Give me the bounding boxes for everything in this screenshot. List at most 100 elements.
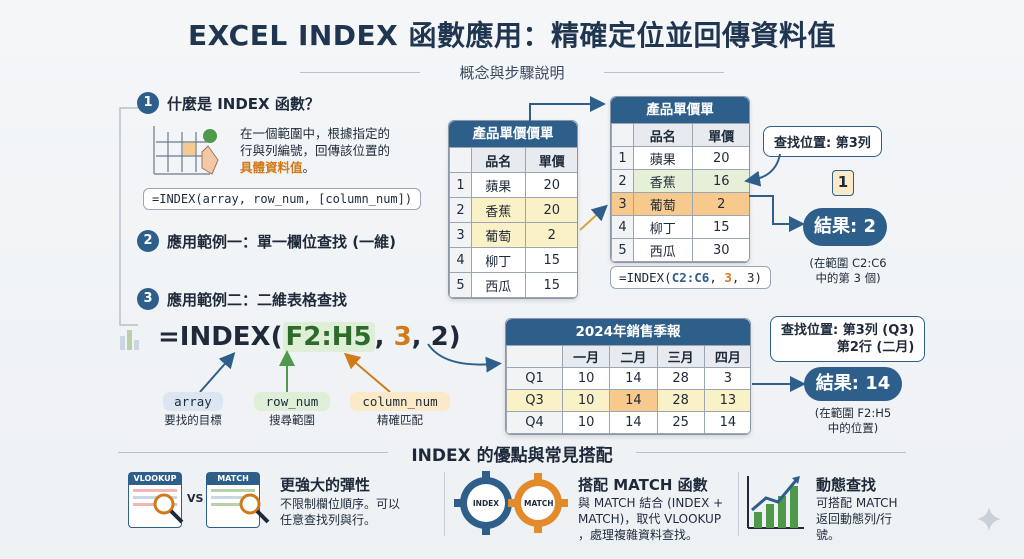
table-1-header-name: 品名 — [471, 147, 526, 173]
benefit-1-title: 更強大的彈性 — [280, 476, 371, 494]
sparkle-icon — [977, 507, 1001, 531]
formula-to-table-arrow — [427, 343, 502, 373]
page-title: EXCEL INDEX 函數應用：精確定位並回傳資料值 — [187, 19, 837, 52]
big-formula-sep2: , — [411, 322, 422, 352]
cell: 14 — [609, 411, 658, 434]
page-subtitle: 概念與步驟說明 — [459, 64, 565, 82]
row-label: Q1 — [506, 367, 563, 390]
big-formula: =INDEX(F2:H5, 3, 2) — [158, 322, 461, 352]
result-2-arrow — [752, 376, 806, 392]
footer-divider-right — [636, 452, 906, 453]
arg-column-num-caption: 精確匹配 — [377, 413, 423, 427]
table-2-header-name: 品名 — [633, 123, 693, 147]
benefit-1-desc-line2: 任意查找列與行。 — [280, 513, 377, 527]
table-3-title: 2024年銷售季報 — [506, 319, 750, 345]
cell: 蘋果 — [633, 146, 693, 170]
row-number: 5 — [449, 272, 472, 298]
section-1-desc-highlight: 具體資料值 — [240, 160, 303, 175]
cell: 3 — [703, 367, 750, 390]
table-link-arrows — [529, 96, 608, 231]
cell: 葡萄 — [633, 192, 693, 216]
cell: 2 — [524, 222, 577, 248]
table-row: 2 香蕉 16 — [611, 169, 749, 193]
row-number: 3 — [449, 222, 472, 248]
row-number: 4 — [449, 247, 472, 273]
table-row: Q4 10 14 25 14 — [506, 411, 750, 434]
cell: 20 — [691, 146, 749, 170]
table-2: 產品單價單 品名 單價 1 蘋果 20 2 香蕉 16 3 葡萄 2 4 柳丁 15 5 西瓜 30 — [610, 96, 750, 263]
table-2-header-price: 單價 — [691, 123, 749, 147]
bar-chart-icon — [120, 330, 139, 350]
benefit-3-title: 動態查找 — [816, 476, 877, 494]
cell: 西瓜 — [633, 238, 693, 262]
arg-row-num-caption: 搜尋範圍 — [269, 413, 315, 427]
cell: 16 — [691, 169, 749, 193]
row-number: 1 — [449, 172, 472, 198]
arg-array: array — [163, 392, 223, 411]
cell: 葡萄 — [471, 222, 526, 248]
table-row: 4 柳丁 15 — [449, 247, 577, 273]
cell: 15 — [524, 247, 577, 273]
cell: 柳丁 — [471, 247, 526, 273]
section-2-number: 2 — [137, 230, 159, 252]
cell: 14 — [609, 367, 658, 390]
cell: 柳丁 — [633, 215, 693, 239]
growth-chart-icon — [747, 476, 804, 529]
result-1-note-line2: 中的第 3 個) — [815, 271, 881, 285]
gear-index-label: INDEX — [472, 499, 500, 508]
benefit-3-desc-line1: 可搭配 MATCH — [816, 496, 898, 510]
big-formula-row: 3 — [393, 322, 412, 352]
cell: 14 — [703, 411, 750, 434]
row-number: 5 — [611, 238, 634, 262]
result-1-note: (在範圍 C2:C6 中的第 3 個) — [793, 256, 903, 286]
benefit-2-description: 與 MATCH 結合 (INDEX + MATCH)，取代 VLOOKUP ，處… — [578, 495, 748, 543]
benefit-2-title: 搭配 MATCH 函數 — [578, 476, 708, 494]
row-label: Q4 — [506, 411, 563, 434]
gear-match-label: MATCH — [524, 499, 554, 508]
section-1-desc-line1: 在一個範圍中，根據指定的 — [240, 126, 391, 141]
benefit-3-desc-line2: 返回動態列/行 — [816, 512, 893, 526]
row-number: 4 — [611, 215, 634, 239]
table-row: 5 西瓜 15 — [449, 272, 577, 298]
cell: 13 — [703, 389, 750, 412]
result-1: 結果: 2 — [803, 208, 887, 246]
section-1-description: 在一個範圍中，根據指定的 行與列編號，回傳該位置的 具體資料值。 — [240, 125, 450, 176]
result-2-note: (在範圍 F2:H5 中的位置) — [798, 406, 908, 436]
benefit-1-description: 不限制欄位順序。可以 任意查找列與行。 — [280, 496, 440, 528]
big-formula-suffix: ) — [448, 322, 461, 352]
table-3-header: 一月 — [561, 345, 611, 368]
result-2-note-line2: 中的位置) — [827, 421, 879, 435]
cell: 28 — [656, 389, 705, 412]
benefit-1-desc-line1: 不限制欄位順序。可以 — [280, 497, 401, 511]
table-3-header: 二月 — [609, 345, 658, 368]
subtitle-line-right — [604, 72, 724, 73]
callout-2-line2: 第2行 (二月) — [836, 340, 915, 355]
table-3-header: 三月 — [656, 345, 705, 368]
row-number: 2 — [611, 169, 634, 193]
section-3-number: 3 — [137, 288, 159, 310]
benefit-2-desc-line2: MATCH)，取代 VLOOKUP — [578, 512, 722, 526]
arg-arrows — [199, 350, 391, 393]
syntax-box: =INDEX(array, row_num, [column_num]) — [143, 188, 422, 210]
callout-1-arrow — [744, 153, 781, 187]
cell-selected: 14 — [609, 389, 658, 412]
section-3-heading: 應用範例二：二維表格查找 — [167, 291, 348, 309]
benefit-divider — [738, 472, 739, 536]
section-connector — [119, 107, 138, 326]
cell: 10 — [561, 411, 611, 434]
vs-label: VS — [187, 492, 204, 505]
callout-2-line1: 查找位置: 第3列 (Q3) — [781, 323, 915, 338]
row-number: 3 — [611, 192, 634, 216]
callout-position-1: 查找位置: 第3列 — [763, 126, 882, 157]
benefit-3-description: 可搭配 MATCH 返回動態列/行 號。 — [816, 495, 926, 543]
cell: 西瓜 — [471, 272, 526, 298]
big-formula-prefix: =INDEX( — [158, 322, 283, 352]
cell: 香蕉 — [633, 169, 693, 193]
benefit-2-desc-line3: ，處理複雜資料查找。 — [578, 528, 699, 542]
cell: 30 — [691, 238, 749, 262]
table-row: 4 柳丁 15 — [611, 215, 749, 239]
match-sheet-icon: MATCH — [206, 472, 260, 528]
footer-divider-left — [118, 452, 388, 453]
arg-row-num: row_num — [254, 392, 330, 411]
table-row: 2 香蕉 20 — [449, 197, 577, 223]
